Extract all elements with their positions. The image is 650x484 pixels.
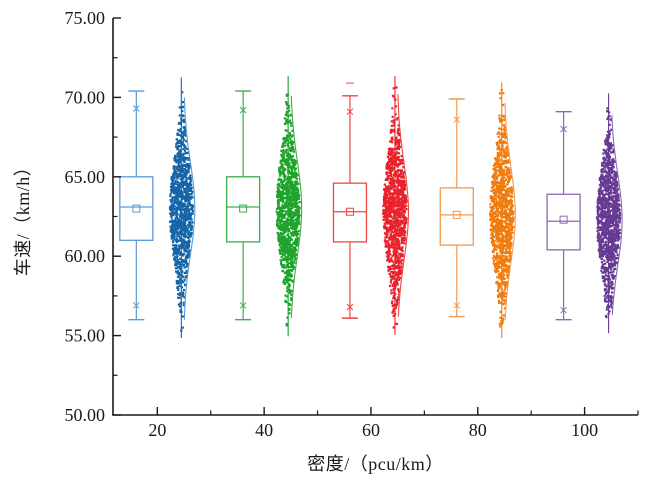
tick-label: 80 bbox=[469, 420, 487, 440]
scatter-points bbox=[595, 107, 622, 319]
scatter-points bbox=[275, 93, 301, 327]
box bbox=[439, 187, 474, 246]
tick-label: 55.00 bbox=[65, 326, 106, 346]
scatter-points bbox=[382, 86, 408, 329]
tick-label: 100 bbox=[571, 420, 598, 440]
tick-label: 60.00 bbox=[65, 246, 106, 266]
x-axis-title: 密度/（pcu/km） bbox=[307, 454, 444, 474]
scatter-points bbox=[489, 89, 515, 328]
violin-outline bbox=[397, 94, 410, 317]
scatter-points bbox=[168, 91, 194, 332]
violin-outline bbox=[290, 95, 303, 319]
tick-label: 20 bbox=[148, 420, 166, 440]
violin-outline bbox=[504, 102, 516, 320]
tick-label: 70.00 bbox=[65, 87, 106, 107]
tick-label: 50.00 bbox=[65, 405, 106, 425]
violin-outline bbox=[183, 97, 196, 320]
tick-label: 40 bbox=[255, 420, 273, 440]
box bbox=[119, 176, 154, 241]
box bbox=[225, 176, 261, 243]
box bbox=[546, 193, 581, 251]
tick-label: 60 bbox=[362, 420, 380, 440]
tick-label: 65.00 bbox=[65, 167, 106, 187]
tick-label: 75.00 bbox=[65, 8, 106, 28]
box bbox=[332, 182, 368, 243]
y-axis-title: 车速/（km/h） bbox=[13, 157, 33, 277]
violin-outline bbox=[611, 114, 623, 316]
